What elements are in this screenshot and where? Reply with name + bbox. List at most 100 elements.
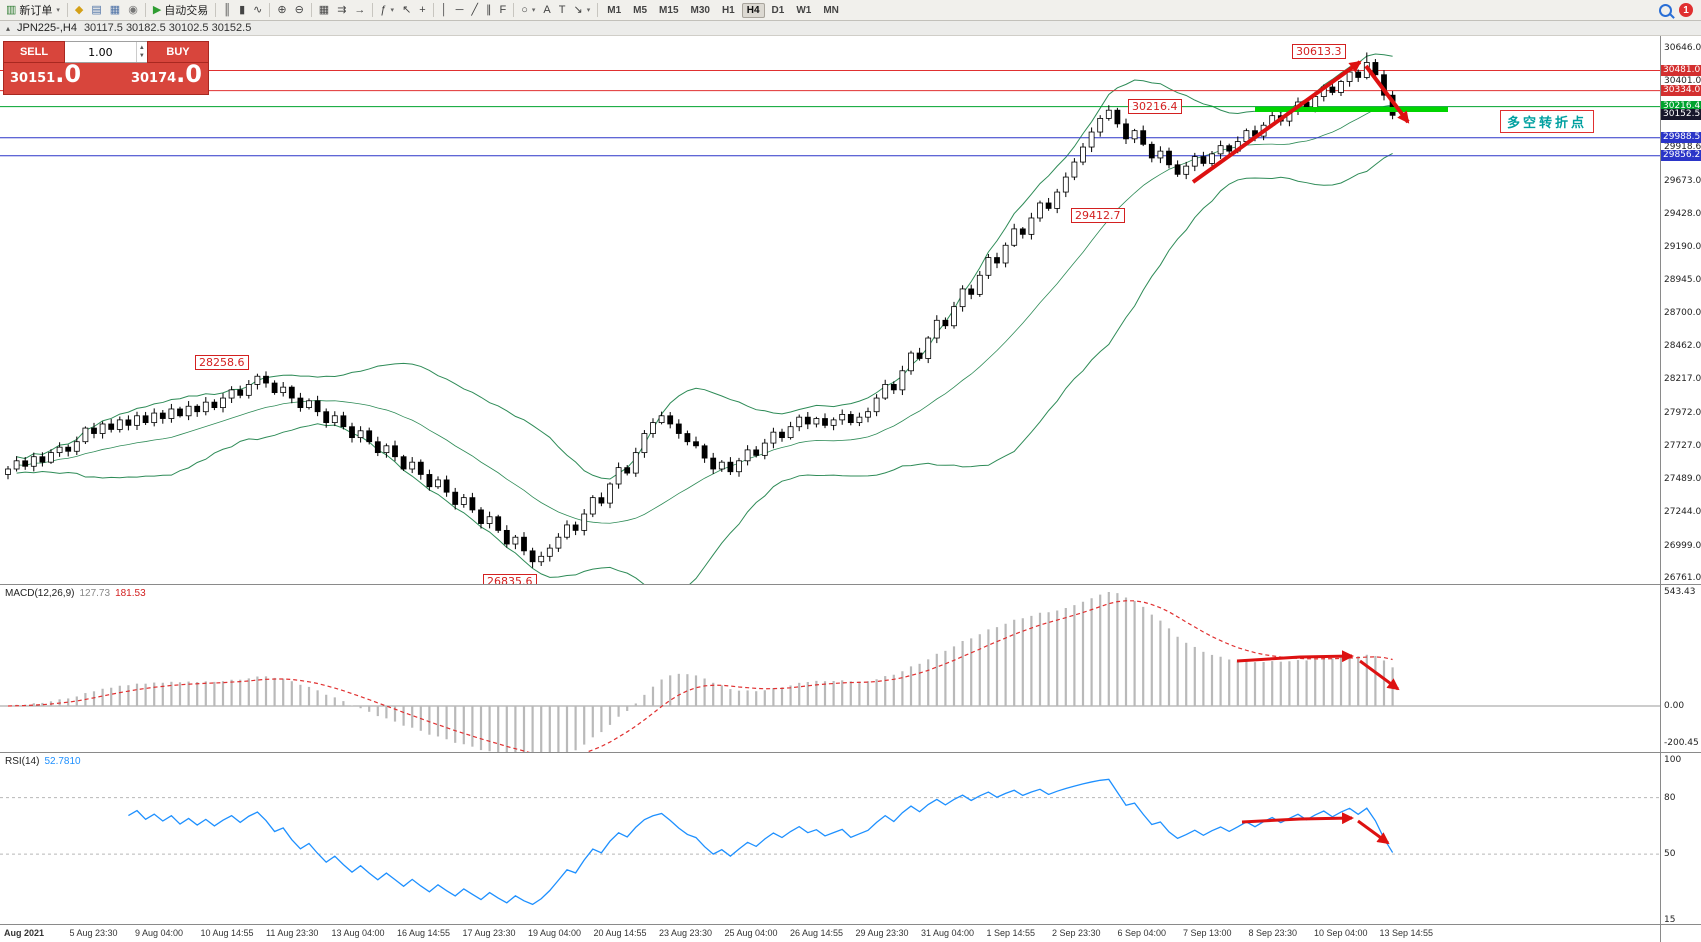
horizontal-level-lines [0, 70, 1660, 157]
sell-button[interactable]: SELL [3, 41, 65, 63]
equidistant-channel-icon: ∥ [486, 3, 492, 16]
navigator-button[interactable]: ◉ [124, 1, 142, 19]
time-axis-label: 17 Aug 23:30 [462, 928, 516, 938]
timeframe-m30-button[interactable]: M30 [690, 4, 710, 16]
time-axis-label: 8 Sep 23:30 [1248, 928, 1298, 938]
rsi-panel[interactable]: RSI(14) 52.7810 100 80 50 15 [0, 753, 1701, 924]
time-axis-label: 13 Sep 14:55 [1379, 928, 1434, 938]
fibonacci-icon: F [499, 3, 507, 16]
equidistant-channel-button[interactable]: ∥ [482, 1, 496, 19]
profiles-icon: ◆ [74, 3, 84, 16]
timeframe-h1-button[interactable]: H1 [721, 4, 735, 16]
toolbar-separator [310, 3, 312, 17]
text-label-button[interactable]: T [555, 1, 570, 19]
auto-scroll-icon: ⇉ [337, 3, 347, 16]
price-axis-tick: 26999.0 [1664, 540, 1701, 551]
lot-spinner: ▲ ▼ [135, 42, 147, 62]
macd-histogram [15, 592, 1394, 752]
time-axis-label: 9 Aug 04:00 [135, 928, 184, 938]
price-chart-panel[interactable]: SELL ▲ ▼ BUY 30151.0 30174.0 30613.33021… [0, 36, 1701, 584]
search-icon[interactable] [1659, 3, 1672, 17]
auto-scroll-button[interactable]: ⇉ [333, 1, 350, 19]
toolbar-separator [597, 3, 599, 17]
timeframe-d1-button[interactable]: D1 [771, 4, 785, 16]
toolbar-separator [432, 3, 434, 17]
time-axis-label: 26 Aug 14:55 [790, 928, 844, 938]
macd-name: MACD(12,26,9) [5, 588, 75, 599]
macd-panel[interactable]: MACD(12,26,9) 127.73 181.53 543.43 0.00 -200… [0, 585, 1701, 752]
panel-splitter[interactable] [0, 924, 1701, 925]
new-order-button[interactable]: ▥ 新订单 ▾ [2, 1, 64, 19]
crosshair-icon: + [419, 3, 426, 16]
price-axis-tick: 28945.0 [1664, 275, 1701, 286]
bollinger-bands [16, 53, 1393, 584]
timeframe-mn-button[interactable]: MN [823, 4, 839, 16]
time-axis-label: 16 Aug 14:55 [397, 928, 451, 938]
arrows-button[interactable]: ↘ ▾ [570, 1, 595, 19]
macd-chart-svg[interactable] [0, 585, 1701, 752]
vertical-line-button[interactable]: │ [437, 1, 452, 19]
line-chart-button[interactable]: ∿ [249, 1, 266, 19]
lot-decrease-button[interactable]: ▼ [138, 53, 145, 59]
chart-shift-button[interactable]: → [350, 1, 369, 19]
candlestick-chart-button[interactable]: ▮ [235, 1, 249, 19]
lot-size-input[interactable] [65, 42, 136, 62]
text-button[interactable]: A [539, 1, 554, 19]
timeframe-w1-button[interactable]: W1 [796, 4, 812, 16]
timeframe-m1-button[interactable]: M1 [607, 4, 622, 16]
candlestick-chart-icon: ▮ [239, 3, 246, 16]
autotrading-button[interactable]: ▶ 自动交易 [149, 1, 212, 19]
price-axis-tick: 28462.0 [1664, 340, 1701, 351]
buy-price-frac: .0 [176, 60, 202, 88]
zoom-out-button[interactable]: ⊖ [291, 1, 308, 19]
profiles-button[interactable]: ◆ [71, 1, 87, 19]
price-axis-marker: 30481.0 [1661, 64, 1701, 76]
tile-windows-button[interactable]: ▦ [315, 1, 333, 19]
candlestick-series [5, 52, 1396, 568]
zoom-in-button[interactable]: ⊕ [273, 1, 290, 19]
market-watch-button[interactable]: ▤ [87, 1, 105, 19]
sell-price[interactable]: 30151.0 [10, 59, 81, 94]
macd-axis-tick: 543.43 [1664, 587, 1696, 597]
price-axis-marker: 30334.0 [1661, 84, 1701, 96]
toolbar-separator [144, 3, 146, 17]
data-window-button[interactable]: ▦ [106, 1, 124, 19]
time-axis-label: 10 Aug 14:55 [200, 928, 254, 938]
buy-price[interactable]: 30174.0 [131, 59, 202, 94]
buy-button[interactable]: BUY [147, 41, 209, 63]
dropdown-caret-icon: ▾ [531, 7, 536, 14]
shapes-button[interactable]: ○ ▾ [517, 1, 539, 19]
rsi-axis-tick: 15 [1664, 915, 1676, 924]
chart-collapse-icon[interactable]: ▴ [6, 23, 11, 33]
price-axis-marker: 29856.2 [1661, 149, 1701, 161]
fibonacci-button[interactable]: F [496, 1, 511, 19]
panel-splitter[interactable] [0, 584, 1701, 585]
rsi-line [128, 778, 1394, 906]
text-icon: A [543, 3, 551, 16]
price-axis-tick: 29918.6 [1664, 142, 1701, 153]
bars-chart-button[interactable]: ║ [219, 1, 235, 19]
rsi-chart-svg[interactable] [0, 753, 1701, 924]
price-axis-tick: 28217.0 [1664, 374, 1701, 385]
panel-splitter[interactable] [0, 752, 1701, 753]
main-chart-svg[interactable] [0, 36, 1701, 584]
indicators-button[interactable]: ƒ ▾ [376, 1, 398, 19]
notification-badge[interactable]: 1 [1679, 3, 1693, 17]
crosshair-button[interactable]: + [415, 1, 429, 19]
price-axis-marker: 29988.5 [1661, 131, 1701, 143]
price-flag-label: 30216.4 [1128, 98, 1182, 114]
lot-increase-button[interactable]: ▲ [138, 44, 145, 51]
timeframe-h4-button[interactable]: H4 [741, 2, 765, 18]
rsi-value: 52.7810 [44, 756, 81, 767]
timeframe-m5-button[interactable]: M5 [633, 4, 648, 16]
cursor-button[interactable]: ↖ [398, 1, 415, 19]
timeframe-m15-button[interactable]: M15 [659, 4, 679, 16]
one-click-trading-panel: SELL ▲ ▼ BUY 30151.0 30174.0 [3, 41, 209, 95]
trend-arrow [1236, 650, 1354, 663]
time-axis-label: 10 Sep 04:00 [1314, 928, 1368, 938]
trendline-button[interactable]: ╱ [467, 1, 482, 19]
time-axis[interactable]: Aug 2021 5 Aug 23:30 9 Aug 04:00 10 Aug 14:… [0, 925, 1701, 942]
text-label-icon: T [558, 3, 566, 16]
horizontal-line-button[interactable]: ─ [452, 1, 468, 19]
chart-shift-icon: → [354, 3, 366, 16]
